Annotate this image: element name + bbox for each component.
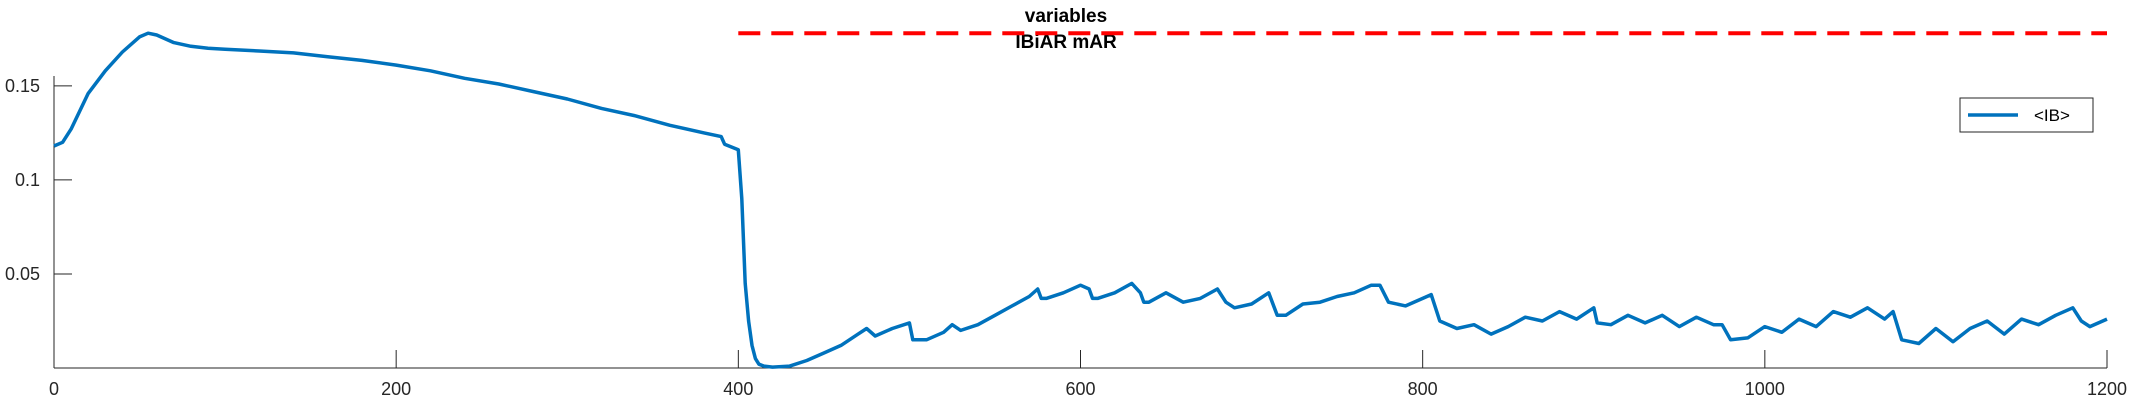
x-tick-label: 600	[1065, 379, 1095, 399]
x-tick-label: 0	[49, 379, 59, 399]
y-tick-label: 0.05	[5, 264, 40, 284]
x-tick-label: 1200	[2087, 379, 2127, 399]
x-tick-label: 1000	[1745, 379, 1785, 399]
chart-title: variables	[1025, 6, 1107, 27]
series-line-ib	[53, 31, 2108, 369]
x-tick-label: 200	[381, 379, 411, 399]
legend: <IB>	[1959, 97, 2094, 133]
x-tick-label: 800	[1408, 379, 1438, 399]
x-axis-ticks: 0 200 400 600 800 1000 1200	[49, 350, 2127, 399]
series-layer	[53, 31, 2108, 369]
y-tick-label: 0.15	[5, 76, 40, 96]
y-tick-label: 0.1	[15, 170, 40, 190]
y-axis-ticks: 0.05 0.1 0.15	[5, 76, 72, 284]
chart-subtitle: IBiAR mAR	[1015, 32, 1117, 53]
legend-label: <IB>	[2034, 106, 2070, 125]
x-tick-label: 400	[723, 379, 753, 399]
plot-area: 0 200 400 600 800 1000 1200 0.05 0.1 0.15	[5, 31, 2127, 399]
